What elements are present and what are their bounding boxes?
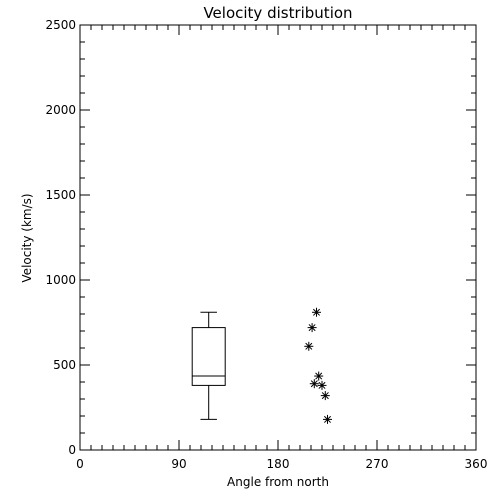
data-point [320, 391, 330, 401]
box-iqr [191, 327, 226, 386]
data-point [307, 323, 317, 333]
y-tick-label: 500 [53, 358, 76, 372]
y-tick-label: 2500 [45, 18, 76, 32]
data-point [323, 414, 332, 424]
axis-tick-labels: 0 90 180 270 360 0 500 1000 1500 2000 2500 [45, 18, 487, 471]
asterisk-stroke [308, 324, 316, 332]
x-tick-label: 360 [465, 457, 488, 471]
y-tick-label: 1000 [45, 273, 76, 287]
x-tick-label: 270 [366, 457, 389, 471]
asterisk-stroke [318, 381, 326, 389]
y-tick-label: 1500 [45, 188, 76, 202]
chart-title: Velocity distribution [203, 4, 352, 22]
data-point [309, 379, 319, 389]
axis-ticks [79, 24, 477, 451]
asterisk-stroke [321, 392, 329, 400]
data-point [314, 371, 324, 381]
data-point [304, 341, 314, 351]
y-axis-label: Velocity (km/s) [20, 193, 34, 282]
plot-frame [79, 24, 477, 451]
scatter-points [304, 307, 332, 424]
data-point [317, 380, 327, 390]
y-tick-label: 2000 [45, 103, 76, 117]
asterisk-stroke [310, 380, 318, 388]
asterisk-stroke [315, 372, 323, 380]
box-plot [191, 311, 226, 420]
y-tick-label: 0 [68, 443, 76, 457]
asterisk-stroke [312, 308, 321, 316]
asterisk-stroke [305, 342, 313, 350]
x-tick-label: 180 [267, 457, 290, 471]
x-axis-label: Angle from north [227, 475, 329, 489]
x-tick-label: 90 [171, 457, 186, 471]
data-point [312, 307, 321, 317]
asterisk-stroke [323, 415, 332, 423]
x-tick-label: 0 [76, 457, 84, 471]
